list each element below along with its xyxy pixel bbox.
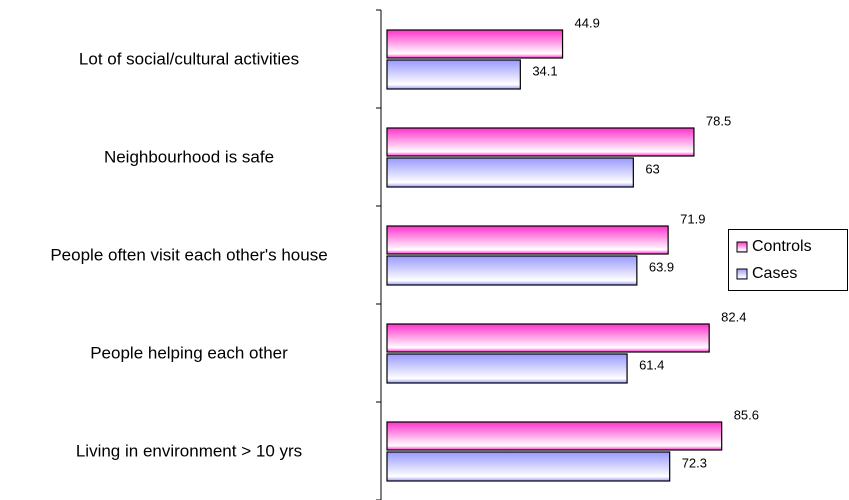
category-label: People helping each other xyxy=(90,343,288,363)
value-label: 63.9 xyxy=(649,259,674,274)
value-label: 72.3 xyxy=(682,455,707,470)
bar xyxy=(386,29,564,59)
legend-swatch xyxy=(736,241,748,253)
category-label: Neighbourhood is safe xyxy=(103,147,275,167)
bar xyxy=(386,255,638,286)
bar xyxy=(386,157,634,188)
value-label: 44.9 xyxy=(575,15,600,30)
category-label: People often visit each other's house xyxy=(50,245,328,265)
value-label: 71.9 xyxy=(680,211,705,226)
legend-label: Controls xyxy=(752,238,812,255)
value-label: 78.5 xyxy=(706,113,731,128)
bar xyxy=(386,421,723,451)
value-label: 34.1 xyxy=(532,63,557,78)
legend-label: Cases xyxy=(752,265,797,282)
bar xyxy=(386,127,695,157)
bar xyxy=(386,353,628,384)
value-label: 63 xyxy=(645,161,659,176)
legend-swatch xyxy=(736,268,748,280)
bar xyxy=(386,59,521,90)
category-label: Lot of social/cultural activities xyxy=(78,49,300,69)
bar xyxy=(386,323,710,353)
value-label: 85.6 xyxy=(734,407,759,422)
bar xyxy=(386,451,671,482)
value-label: 82.4 xyxy=(721,309,746,324)
legend-box xyxy=(728,229,848,291)
category-label: Living in environment > 10 yrs xyxy=(75,441,303,461)
value-label: 61.4 xyxy=(639,357,664,372)
bar xyxy=(386,225,669,255)
